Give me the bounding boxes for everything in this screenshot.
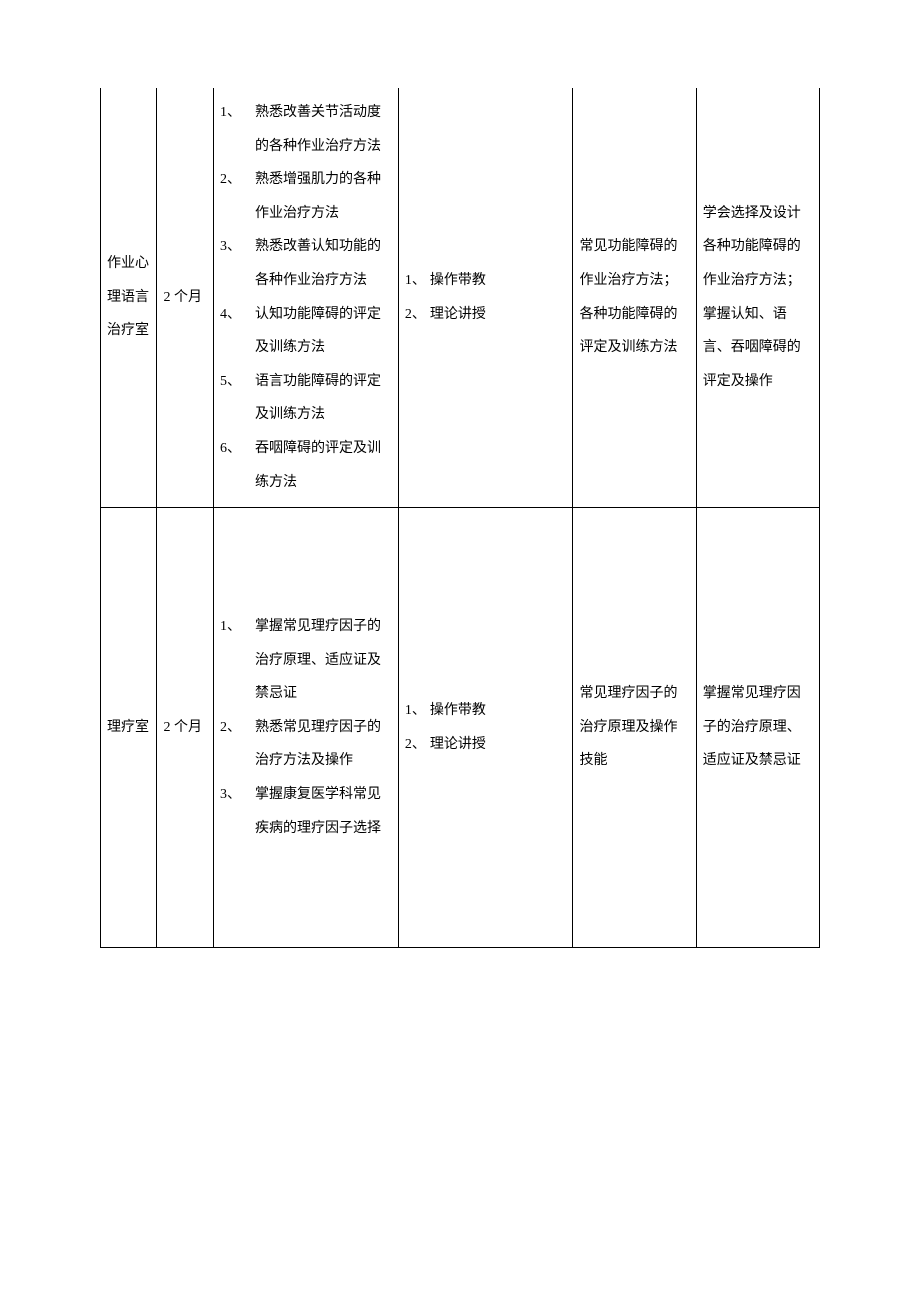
- list-content: 熟悉常见理疗因子的治疗方法及操作: [245, 711, 392, 778]
- list-item: 6、 吞咽障碍的评定及训练方法: [220, 432, 392, 499]
- list-num: 3、: [220, 778, 245, 812]
- goal-cell: 掌握常见理疗因子的治疗原理、适应证及禁忌证: [696, 508, 819, 948]
- list-content: 掌握康复医学科常见疾病的理疗因子选择: [245, 778, 392, 845]
- methods-cell: 1、 操作带教 2、 理论讲授: [398, 88, 573, 508]
- goal-text: 学会选择及设计各种功能障碍的作业治疗方法；掌握认知、语言、吞咽障碍的评定及操作: [703, 206, 801, 389]
- duration-cell: 2 个月: [157, 88, 213, 508]
- list-item: 1、 操作带教: [405, 694, 567, 728]
- list-item: 2、 理论讲授: [405, 298, 567, 332]
- list-content: 认知功能障碍的评定及训练方法: [245, 298, 392, 365]
- list-content: 操作带教: [430, 264, 486, 298]
- list-num: 1、: [220, 610, 245, 644]
- list-content: 理论讲授: [430, 298, 486, 332]
- list-num: 2、: [220, 711, 245, 745]
- list-content: 熟悉改善关节活动度的各种作业治疗方法: [245, 96, 392, 163]
- list-num: 2、: [405, 728, 430, 762]
- exam-text: 常见功能障碍的作业治疗方法；各种功能障碍的评定及训练方法: [579, 239, 677, 355]
- list-content: 理论讲授: [430, 728, 486, 762]
- list-item: 1、 掌握常见理疗因子的治疗原理、适应证及禁忌证: [220, 610, 392, 711]
- list-num: 5、: [220, 365, 245, 399]
- goal-text: 掌握常见理疗因子的治疗原理、适应证及禁忌证: [703, 686, 801, 768]
- content-cell: 1、 掌握常见理疗因子的治疗原理、适应证及禁忌证 2、 熟悉常见理疗因子的治疗方…: [213, 508, 398, 948]
- list-item: 1、 熟悉改善关节活动度的各种作业治疗方法: [220, 96, 392, 163]
- training-plan-table: 作业心理语言治疗室 2 个月 1、 熟悉改善关节活动度的各种作业治疗方法 2、 …: [100, 88, 820, 948]
- list-content: 吞咽障碍的评定及训练方法: [245, 432, 392, 499]
- goal-cell: 学会选择及设计各种功能障碍的作业治疗方法；掌握认知、语言、吞咽障碍的评定及操作: [696, 88, 819, 508]
- list-num: 1、: [405, 264, 430, 298]
- list-item: 2、 理论讲授: [405, 728, 567, 762]
- list-content: 操作带教: [430, 694, 486, 728]
- list-item: 5、 语言功能障碍的评定及训练方法: [220, 365, 392, 432]
- list-item: 2、 熟悉常见理疗因子的治疗方法及操作: [220, 711, 392, 778]
- content-cell: 1、 熟悉改善关节活动度的各种作业治疗方法 2、 熟悉增强肌力的各种作业治疗方法…: [213, 88, 398, 508]
- dept-text: 作业心理语言治疗室: [107, 256, 149, 338]
- list-item: 3、 掌握康复医学科常见疾病的理疗因子选择: [220, 778, 392, 845]
- table-row: 作业心理语言治疗室 2 个月 1、 熟悉改善关节活动度的各种作业治疗方法 2、 …: [101, 88, 820, 508]
- list-item: 3、 熟悉改善认知功能的各种作业治疗方法: [220, 230, 392, 297]
- list-content: 语言功能障碍的评定及训练方法: [245, 365, 392, 432]
- list-num: 6、: [220, 432, 245, 466]
- exam-text: 常见理疗因子的治疗原理及操作技能: [579, 686, 677, 768]
- list-num: 2、: [220, 163, 245, 197]
- dept-cell: 理疗室: [101, 508, 157, 948]
- list-content: 熟悉改善认知功能的各种作业治疗方法: [245, 230, 392, 297]
- duration-text: 2 个月: [163, 720, 202, 735]
- list-content: 掌握常见理疗因子的治疗原理、适应证及禁忌证: [245, 610, 392, 711]
- exam-cell: 常见理疗因子的治疗原理及操作技能: [573, 508, 696, 948]
- duration-text: 2 个月: [163, 290, 202, 305]
- dept-text: 理疗室: [107, 720, 149, 735]
- duration-cell: 2 个月: [157, 508, 213, 948]
- list-item: 2、 熟悉增强肌力的各种作业治疗方法: [220, 163, 392, 230]
- list-num: 2、: [405, 298, 430, 332]
- list-item: 4、 认知功能障碍的评定及训练方法: [220, 298, 392, 365]
- dept-cell: 作业心理语言治疗室: [101, 88, 157, 508]
- list-num: 1、: [220, 96, 245, 130]
- methods-cell: 1、 操作带教 2、 理论讲授: [398, 508, 573, 948]
- list-num: 3、: [220, 230, 245, 264]
- exam-cell: 常见功能障碍的作业治疗方法；各种功能障碍的评定及训练方法: [573, 88, 696, 508]
- list-num: 4、: [220, 298, 245, 332]
- list-num: 1、: [405, 694, 430, 728]
- list-item: 1、 操作带教: [405, 264, 567, 298]
- table-row: 理疗室 2 个月 1、 掌握常见理疗因子的治疗原理、适应证及禁忌证 2、 熟悉常…: [101, 508, 820, 948]
- list-content: 熟悉增强肌力的各种作业治疗方法: [245, 163, 392, 230]
